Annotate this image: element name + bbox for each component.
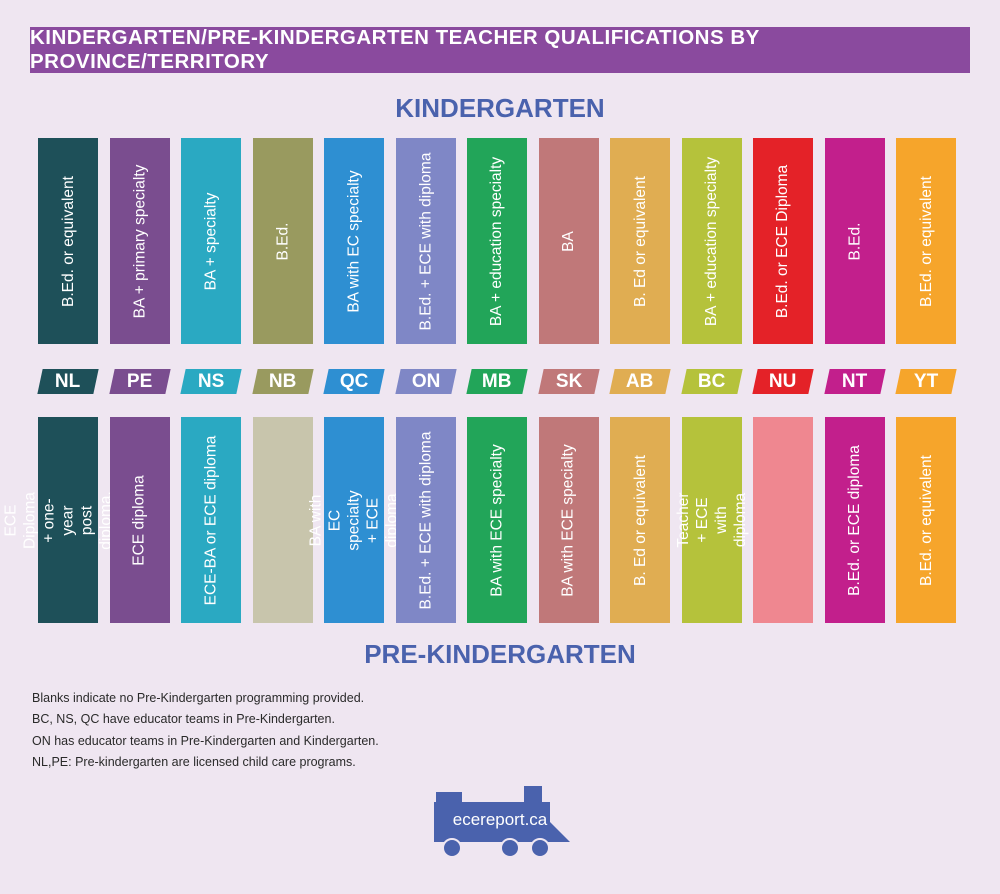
pre-kindergarten-bar-text: B.Ed. or ECE diploma (846, 444, 864, 596)
province-code-nb: NB (251, 369, 314, 394)
province-code-qc: QC (323, 369, 385, 394)
province-code-label: NB (268, 370, 297, 392)
province-code-sk: SK (537, 369, 600, 394)
pre-kindergarten-bar-text: BA with EC specialty + ECE diploma (307, 489, 401, 551)
pre-kindergarten-bar-mb: BA with ECE specialty (467, 417, 527, 623)
kindergarten-bar-text: B.Ed. (273, 222, 291, 260)
pre-kindergarten-bar-nl: ECE Diploma + one-year post diploma, B.E… (3, 417, 134, 623)
province-code-ns: NS (180, 369, 242, 394)
note-line: BC, NS, QC have educator teams in Pre-Ki… (32, 712, 335, 727)
ecereport-logo: ecereport.ca (430, 786, 572, 858)
pre-kindergarten-bar-pe: ECE diploma (109, 417, 170, 623)
province-code-mb: MB (466, 369, 528, 394)
kindergarten-bar-text: BA + primary specialty (131, 164, 148, 318)
note-line: Blanks indicate no Pre-Kindergarten prog… (32, 691, 365, 705)
pre-kindergarten-bar-text: Teacher + ECE with diploma (674, 492, 749, 548)
kindergarten-bar-nt: B.Ed. (824, 138, 885, 344)
province-code-nt: NT (823, 369, 886, 394)
province-code-bc: BC (680, 369, 743, 394)
province-code-label: NU (769, 370, 797, 392)
kindergarten-bar-text: BA with EC specialty (345, 169, 363, 313)
pre-kindergarten-bar-nb (252, 417, 313, 623)
pre-kindergarten-bar-text: ECE-BA or ECE diploma (202, 435, 220, 605)
pre-kindergarten-bar-text: B.Ed. + ECE with diploma (417, 431, 434, 609)
pre-kindergarten-bar-text: BA with ECE specialty (488, 443, 506, 597)
pre-kindergarten-bar-ab: B. Ed or equivalent (610, 417, 670, 623)
train-icon (434, 786, 570, 858)
pre-kindergarten-bar-nt: B.Ed. or ECE diploma (824, 417, 885, 623)
province-code-ab: AB (609, 369, 671, 394)
kindergarten-bar-text: B.Ed. or equivalent (917, 175, 935, 307)
province-code-label: NL (55, 370, 81, 392)
pre-kindergarten-bar-text: BA with ECE specialty (560, 443, 578, 597)
pre-kindergarten-title: PRE-KINDERGARTEN (364, 639, 636, 669)
kindergarten-bar-text: B.Ed. + ECE with diploma (417, 152, 434, 330)
kindergarten-bar-qc: BA with EC specialty (324, 138, 384, 344)
pre-kindergarten-bar-text: B.Ed. or equivalent (917, 454, 935, 586)
kindergarten-bar-text: B.Ed. (845, 222, 863, 260)
province-code-pe: PE (108, 369, 171, 394)
notes: Blanks indicate no Pre-Kindergarten prog… (32, 688, 379, 773)
province-code-nu: NU (752, 369, 814, 394)
kindergarten-bar-pe: BA + primary specialty (109, 138, 170, 344)
province-code-label: MB (482, 370, 512, 392)
province-code-label: NS (197, 370, 225, 392)
kindergarten-bar-text: BA + specialty (202, 192, 220, 290)
kindergarten-bar-sk: BA (538, 138, 599, 344)
kindergarten-bar-text: B.Ed. or ECE Diploma (774, 164, 792, 318)
pre-kindergarten-bar-text: B. Ed or equivalent (631, 454, 649, 586)
pre-kindergarten-bar-ns: ECE-BA or ECE diploma (181, 417, 241, 623)
kindergarten-bar-yt: B.Ed. or equivalent (896, 138, 956, 344)
province-code-yt: YT (895, 369, 957, 394)
pre-kindergarten-bar-text: ECE diploma (131, 474, 148, 566)
page-title: KINDERGARTEN/PRE-KINDERGARTEN TEACHER QU… (30, 26, 760, 73)
pre-kindergarten-bar-qc: BA with EC specialty + ECE diploma (308, 417, 401, 623)
pre-kindergarten-bar-sk: BA with ECE specialty (538, 417, 599, 623)
province-code-label: BC (697, 370, 726, 392)
kindergarten-bar-text: B.Ed. or equivalent (59, 175, 77, 307)
kindergarten-bar-text: BA + education specialty (703, 156, 721, 326)
pre-kindergarten-bar-yt: B.Ed. or equivalent (896, 417, 956, 623)
province-code-label: YT (913, 370, 939, 392)
kindergarten-bar-text: BA + education specialty (488, 156, 506, 326)
note-line: NL,PE: Pre-kindergarten are licensed chi… (32, 754, 356, 769)
province-code-nl: NL (37, 369, 99, 394)
note-line: ON has educator teams in Pre-Kindergarte… (32, 733, 379, 748)
pre-kindergarten-bar-nu (753, 417, 813, 623)
province-code-label: AB (626, 370, 654, 392)
pre-kindergarten-bar-on: B.Ed. + ECE with diploma (395, 417, 456, 623)
province-code-label: ON (411, 370, 440, 392)
province-code-on: ON (394, 369, 457, 394)
kindergarten-bar-text: BA (560, 230, 577, 252)
kindergarten-bar-nu: B.Ed. or ECE Diploma (753, 138, 813, 344)
pre-kindergarten-bar-bc: Teacher + ECE with diploma (675, 417, 749, 623)
kindergarten-bar-ns: BA + specialty (181, 138, 241, 344)
province-code-label: QC (339, 370, 369, 392)
kindergarten-bar-bc: BA + education specialty (681, 138, 742, 344)
kindergarten-bar-ab: B. Ed or equivalent (610, 138, 670, 344)
kindergarten-bar-nl: B.Ed. or equivalent (38, 138, 98, 344)
province-code-label: SK (555, 370, 582, 392)
province-code-label: NT (841, 370, 868, 392)
kindergarten-bar-nb: B.Ed. (252, 138, 313, 344)
logo-text: ecereport.ca (452, 810, 548, 829)
kindergarten-bar-mb: BA + education specialty (467, 138, 527, 344)
province-code-label: PE (126, 370, 153, 392)
kindergarten-bar-text: B. Ed or equivalent (631, 175, 649, 307)
kindergarten-title: KINDERGARTEN (395, 93, 605, 123)
kindergarten-bar-on: B.Ed. + ECE with diploma (395, 138, 456, 344)
page-header: KINDERGARTEN/PRE-KINDERGARTEN TEACHER QU… (30, 26, 970, 73)
